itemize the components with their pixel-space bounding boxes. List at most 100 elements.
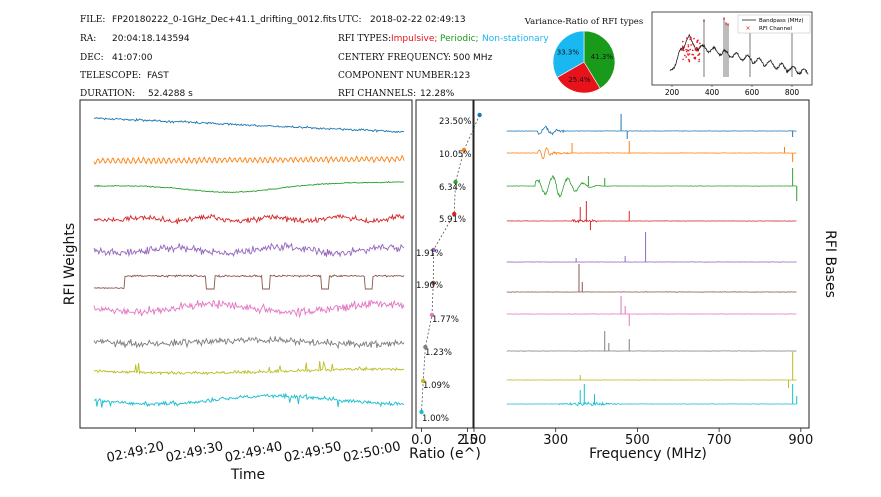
- rfi-channel-point: [703, 20, 705, 22]
- ratio-label: 1.91%: [416, 249, 443, 259]
- ratio-point: [477, 112, 482, 118]
- rfi-channel-point: [694, 56, 697, 59]
- ra-label: RA:: [80, 34, 96, 44]
- rfi-channel-point: [689, 48, 692, 51]
- rfi-channel-point: [695, 49, 698, 52]
- time-axis-label: Time: [230, 467, 265, 483]
- weight-series-6: [93, 299, 405, 319]
- ratio-point: [419, 409, 424, 415]
- rfi-channel-point: [699, 42, 701, 45]
- rfi-channel-point: [698, 60, 700, 63]
- ratio-label: 23.50%: [439, 117, 471, 127]
- base-series-3: [506, 218, 797, 224]
- base-series-6: [506, 313, 797, 315]
- telescope-label: TELESCOPE:: [80, 71, 141, 81]
- ratio-ticks: 0.0 2.5: [411, 428, 478, 448]
- component-number-value: 123: [453, 71, 470, 81]
- ratio-label: 1.77%: [432, 315, 459, 325]
- rfi-channel-point: [698, 46, 701, 49]
- center-frequency-value: 500 MHz: [453, 53, 493, 63]
- ratio-point: [431, 280, 436, 286]
- legend-rfi-channel: RFI Channel: [759, 26, 792, 32]
- rfi-channel-point: [691, 49, 694, 52]
- base-series-0: [506, 125, 797, 136]
- ratio-labels: 23.50% 10.05% 6.34% 5.91% 1.91% 1.90% 1.77% 1.2…: [416, 117, 471, 424]
- ratio-point: [429, 312, 435, 318]
- dec-label: DEC:: [80, 53, 104, 63]
- pie-slice-periodic: [583, 30, 616, 89]
- rfi-type-periodic: Periodic;: [440, 34, 479, 44]
- pie-label-periodic: 41.3%: [591, 53, 614, 61]
- ratio-point: [452, 211, 457, 217]
- rfi-channel-point: [695, 46, 698, 49]
- rfi-channel-point: [725, 23, 727, 25]
- ratio-point: [431, 247, 436, 253]
- time-tick-label: 02:49:30: [165, 439, 225, 466]
- rfi-type-nonstationary: Non-stationary: [482, 34, 549, 44]
- utc-value: 2018-02-22 02:49:13: [370, 15, 466, 25]
- base-series-5: [506, 291, 797, 293]
- rfi-channel-point: [686, 53, 689, 55]
- duration-value: 52.4288 s: [148, 89, 193, 99]
- rfi-type-impulsive: Impulsive;: [391, 34, 437, 44]
- rfi-channel-point: [688, 53, 691, 55]
- ra-value: 20:04:18.143594: [112, 34, 190, 44]
- rfi-channel-point: [691, 53, 693, 56]
- rfi-channel-point: [693, 37, 695, 40]
- rfi-channel-point: [687, 45, 690, 48]
- ratio-label: 10.05%: [439, 150, 471, 160]
- weight-series-1: [93, 154, 405, 165]
- bandpass-tick-label: 800: [785, 88, 800, 97]
- rfi-channel-point: [723, 18, 725, 20]
- base-series-1: [506, 147, 797, 160]
- ratio-tick-label: 2.5: [457, 433, 478, 448]
- bandpass-x-ticks: 200 400 600 800: [665, 85, 800, 97]
- rfi-channel-point: [685, 48, 687, 51]
- weight-series-8: [93, 360, 405, 376]
- time-tick-label: 02:49:50: [283, 439, 343, 466]
- frequency-tick-label: 700: [707, 433, 732, 448]
- rfi-channel-point: [690, 37, 692, 39]
- ratio-point: [461, 147, 467, 153]
- ratio-points: [419, 112, 482, 415]
- bandpass-tick-label: 400: [705, 88, 720, 97]
- rfi-channel-point: [687, 44, 690, 46]
- telescope-value: FAST: [147, 71, 169, 81]
- ratio-point: [420, 378, 426, 384]
- ratio-label: 1.90%: [416, 281, 443, 291]
- frequency-ticks: 100 300 500 700 900: [462, 428, 813, 448]
- bandpass-inset: Bandpass (MHz) × RFI Channel 200 400 600 80…: [651, 11, 813, 97]
- center-frequency-label: CENTERY FREQUENCY:: [338, 53, 451, 63]
- frequency-tick-label: 900: [788, 433, 813, 448]
- pie-slice-non-stationary: [552, 30, 585, 78]
- rfi-channels-value: 12.28%: [420, 89, 455, 99]
- pie-title: Variance-Ratio of RFI types: [524, 17, 643, 27]
- base-series-8: [506, 379, 797, 381]
- rfi-channel-point: [698, 52, 701, 55]
- rfi-channel-point: [697, 39, 699, 41]
- bandpass-tick-label: 200: [665, 88, 680, 97]
- frequency-tick-label: 500: [625, 433, 650, 448]
- weight-series-0: [93, 117, 405, 134]
- rfi-channel-point: [682, 58, 684, 61]
- bandpass-legend: [737, 14, 811, 34]
- time-tick-label: 02:49:40: [224, 439, 284, 466]
- base-series-4: [506, 261, 797, 263]
- rfi-channel-point: [693, 44, 695, 47]
- ratio-point: [453, 179, 458, 185]
- base-series-9: [506, 401, 797, 407]
- rfi-channels-label: RFI CHANNELS:: [338, 89, 416, 99]
- bases-series: [506, 114, 798, 407]
- rfi-channel-point: [689, 38, 692, 41]
- ratio-label: 6.34%: [439, 183, 466, 193]
- legend-cross-icon: ×: [745, 25, 750, 32]
- rfi-channel-point: [683, 46, 686, 48]
- ratio-point: [423, 344, 428, 350]
- rfi-channel-point: [685, 50, 688, 53]
- rfi-channel-point: [682, 46, 684, 48]
- rfi-channel-point: [688, 60, 691, 63]
- rfi-channel-point: [688, 59, 691, 62]
- rfi-channel-point: [682, 49, 685, 52]
- file-value: FP20180222_0-1GHz_Dec+41.1_drifting_0012…: [112, 15, 337, 25]
